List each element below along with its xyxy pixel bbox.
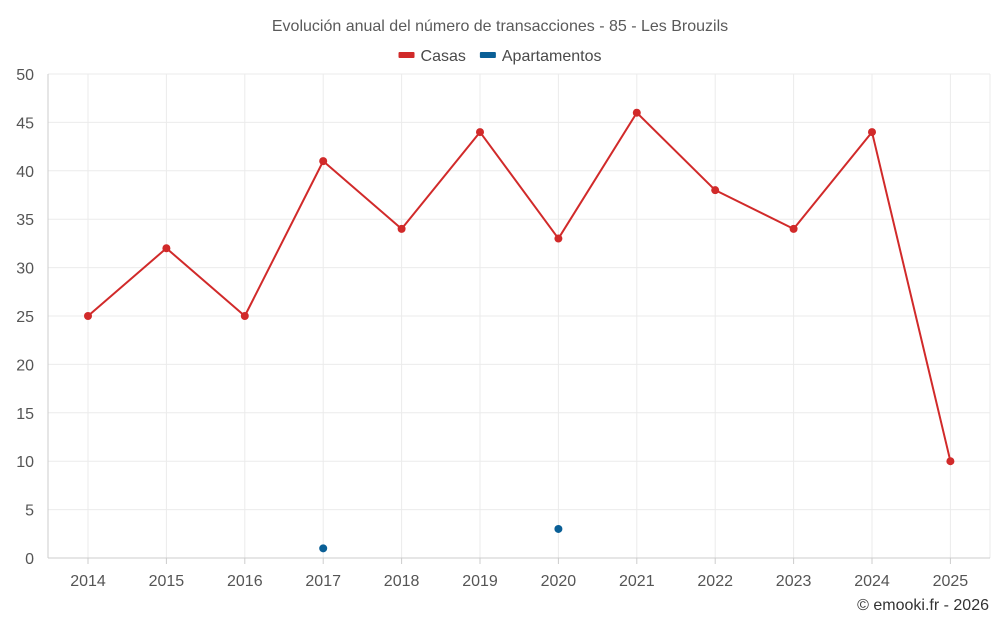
y-tick-label: 30 [16, 261, 34, 278]
x-tick-label: 2023 [776, 573, 812, 590]
y-tick-label: 20 [16, 357, 34, 374]
chart-title: Evolución anual del número de transaccio… [272, 18, 728, 35]
data-point[interactable] [868, 128, 876, 137]
data-point[interactable] [319, 544, 328, 553]
x-tick-label: 2024 [854, 573, 890, 590]
y-tick-label: 5 [25, 503, 34, 520]
data-point[interactable] [84, 312, 92, 320]
data-point[interactable] [240, 312, 249, 320]
data-point[interactable] [319, 157, 328, 166]
legend-swatch[interactable] [479, 52, 496, 58]
y-tick-label: 10 [16, 454, 34, 471]
y-tick-label: 15 [16, 406, 34, 423]
y-tick-label: 40 [16, 164, 34, 181]
data-point[interactable] [789, 224, 798, 233]
x-tick-label: 2014 [70, 573, 106, 590]
data-point[interactable] [476, 128, 484, 137]
data-point[interactable] [554, 524, 563, 533]
x-tick-label: 2022 [697, 573, 733, 590]
credit-text: © emooki.fr - 2026 [857, 597, 989, 614]
x-tick-label: 2016 [227, 573, 263, 590]
x-tick-label: 2018 [384, 573, 420, 590]
x-tick-label: 2019 [462, 573, 498, 590]
x-tick-label: 2025 [933, 573, 969, 590]
data-point[interactable] [632, 108, 641, 117]
legend-label: Casas [421, 48, 466, 65]
data-point[interactable] [711, 186, 720, 195]
data-point[interactable] [162, 244, 171, 253]
x-tick-label: 2020 [541, 573, 577, 590]
legend-label: Apartamentos [502, 48, 602, 65]
y-tick-label: 25 [16, 309, 34, 326]
y-tick-label: 0 [25, 551, 34, 568]
y-tick-label: 45 [16, 115, 34, 132]
x-tick-label: 2021 [619, 573, 655, 590]
legend-swatch[interactable] [398, 52, 415, 58]
series-casas [84, 108, 955, 466]
data-point[interactable] [554, 234, 563, 243]
series-apartamentos [319, 524, 563, 553]
series-line [87, 111, 952, 462]
y-tick-label: 35 [16, 212, 34, 229]
legend: Casas Apartamentos [398, 48, 602, 65]
grid [48, 73, 991, 558]
x-tick-label: 2015 [149, 573, 185, 590]
data-point[interactable] [946, 457, 955, 466]
data-point[interactable] [397, 224, 406, 233]
series [84, 108, 955, 553]
y-tick-label: 50 [16, 67, 34, 84]
x-tick-label: 2017 [305, 573, 341, 590]
